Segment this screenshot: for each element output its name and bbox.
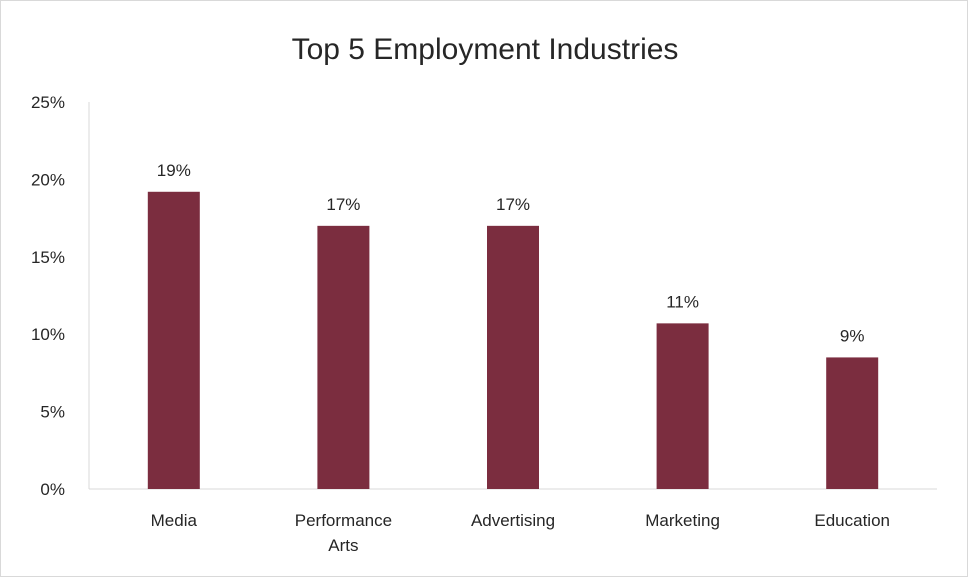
x-category-label: Marketing — [645, 511, 720, 530]
bar-marketing — [656, 323, 709, 489]
data-labels: 19% 17% 17% 11% 9% — [157, 161, 865, 346]
bar-advertising — [487, 225, 539, 489]
x-category-label: Education — [814, 511, 890, 530]
x-category-label: Advertising — [471, 511, 555, 530]
data-label: 19% — [157, 161, 191, 180]
data-label: 11% — [666, 292, 699, 311]
data-label: 9% — [840, 326, 865, 345]
y-tick-label: 10% — [31, 325, 65, 344]
bar-media — [147, 191, 200, 489]
x-category-label: Media — [151, 511, 198, 530]
y-tick-label: 15% — [31, 248, 65, 267]
x-category-label: Performance — [295, 511, 392, 530]
y-tick-label: 20% — [31, 170, 65, 189]
y-tick-label: 5% — [40, 403, 65, 422]
bar-performance-arts — [317, 225, 370, 489]
chart-title: Top 5 Employment Industries — [292, 33, 679, 66]
bars — [147, 191, 879, 489]
data-label: 17% — [326, 195, 360, 214]
x-category-label: Arts — [328, 536, 358, 555]
data-label: 17% — [496, 195, 530, 214]
y-tick-label: 25% — [31, 93, 65, 112]
x-axis: Media Performance Arts Advertising Marketing… — [89, 488, 937, 555]
y-axis: 0% 5% 10% 15% 20% 25% — [31, 93, 90, 499]
bar-education — [826, 357, 879, 489]
y-tick-label: 0% — [40, 480, 65, 499]
